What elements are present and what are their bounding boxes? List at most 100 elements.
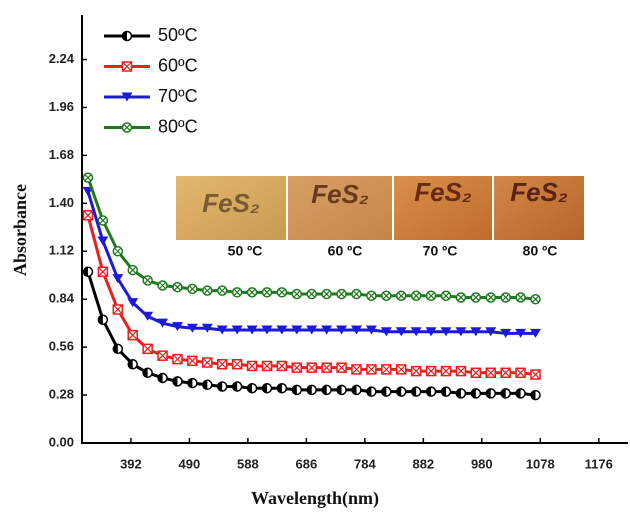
marker-shape bbox=[121, 92, 133, 102]
marker-shape bbox=[531, 390, 536, 400]
marker-shape bbox=[114, 247, 122, 255]
y-tick-label: 0.56 bbox=[49, 339, 74, 354]
marker-shape bbox=[410, 327, 422, 337]
marker bbox=[306, 325, 318, 335]
marker bbox=[366, 290, 377, 302]
marker-shape bbox=[291, 362, 302, 373]
marker bbox=[112, 343, 124, 355]
marker-shape bbox=[530, 369, 541, 380]
marker-shape bbox=[426, 366, 437, 377]
marker bbox=[530, 328, 542, 338]
marker-shape bbox=[159, 282, 166, 289]
marker-shape bbox=[187, 355, 198, 366]
photo bbox=[288, 176, 392, 240]
marker-shape bbox=[127, 330, 138, 341]
marker bbox=[246, 325, 258, 335]
marker-shape bbox=[455, 327, 467, 337]
marker-shape bbox=[470, 367, 481, 378]
legend-label: 50ºC bbox=[158, 25, 198, 45]
marker bbox=[351, 384, 362, 396]
marker bbox=[202, 285, 213, 296]
marker bbox=[351, 364, 362, 375]
marker-shape bbox=[142, 343, 153, 354]
y-tick-label: 0.84 bbox=[49, 291, 75, 306]
marker bbox=[157, 280, 168, 291]
marker bbox=[440, 290, 452, 302]
marker-shape bbox=[231, 325, 243, 335]
marker bbox=[515, 328, 527, 338]
marker bbox=[202, 379, 213, 391]
marker bbox=[291, 384, 303, 396]
marker-shape bbox=[308, 290, 316, 298]
marker bbox=[380, 327, 392, 337]
marker bbox=[97, 266, 109, 278]
marker bbox=[530, 389, 541, 401]
marker-shape bbox=[411, 366, 422, 377]
marker-shape bbox=[201, 323, 213, 333]
marker bbox=[121, 122, 133, 133]
marker bbox=[231, 381, 243, 392]
marker bbox=[395, 386, 407, 397]
marker bbox=[97, 236, 109, 246]
photo-label: 60 ºC bbox=[328, 243, 363, 259]
marker-shape bbox=[217, 359, 228, 370]
marker bbox=[351, 288, 362, 300]
marker-shape bbox=[411, 387, 417, 397]
marker bbox=[440, 386, 452, 397]
marker-shape bbox=[157, 350, 168, 361]
marker-shape bbox=[128, 359, 133, 369]
marker-shape bbox=[307, 385, 312, 395]
photo-text: FeS₂ bbox=[202, 188, 260, 218]
marker-shape bbox=[366, 364, 377, 375]
marker-shape bbox=[276, 361, 287, 371]
marker bbox=[261, 287, 273, 298]
marker-shape bbox=[172, 376, 178, 386]
marker-shape bbox=[323, 290, 331, 298]
photo-text: FeS₂ bbox=[311, 179, 369, 209]
photo-label: 70 ºC bbox=[423, 243, 458, 259]
marker-shape bbox=[218, 287, 226, 295]
marker-shape bbox=[122, 61, 132, 72]
marker bbox=[157, 372, 168, 384]
marker-shape bbox=[122, 31, 127, 41]
marker-shape bbox=[321, 325, 333, 335]
marker bbox=[440, 327, 452, 337]
marker bbox=[440, 365, 452, 377]
marker-shape bbox=[247, 383, 253, 393]
marker bbox=[321, 325, 333, 335]
marker bbox=[291, 325, 303, 335]
marker bbox=[172, 376, 183, 387]
marker bbox=[381, 290, 392, 302]
marker bbox=[112, 274, 124, 284]
marker bbox=[82, 266, 94, 278]
marker bbox=[127, 329, 138, 341]
y-tick-label: 0.28 bbox=[49, 387, 74, 402]
x-tick-label: 588 bbox=[237, 456, 259, 471]
x-tick-label: 1078 bbox=[526, 456, 555, 471]
marker-shape bbox=[292, 385, 297, 395]
marker bbox=[231, 325, 243, 335]
marker-shape bbox=[486, 388, 491, 398]
marker-shape bbox=[515, 367, 526, 378]
photo-text: FeS₂ bbox=[414, 177, 472, 207]
marker-shape bbox=[83, 267, 88, 277]
marker-shape bbox=[83, 210, 93, 221]
marker bbox=[306, 384, 317, 396]
marker-shape bbox=[532, 295, 539, 303]
marker-shape bbox=[246, 325, 258, 335]
y-tick-label: 0.00 bbox=[49, 434, 74, 449]
marker-shape bbox=[530, 328, 542, 338]
x-tick-label: 980 bbox=[471, 456, 493, 471]
marker-shape bbox=[97, 266, 108, 277]
marker bbox=[97, 215, 109, 226]
marker-shape bbox=[216, 325, 228, 335]
marker-shape bbox=[306, 362, 317, 373]
marker-shape bbox=[247, 361, 257, 371]
marker bbox=[485, 367, 497, 379]
marker bbox=[366, 364, 377, 375]
marker bbox=[395, 364, 407, 375]
marker bbox=[500, 328, 512, 338]
y-axis-title: Absorbance bbox=[10, 184, 30, 276]
marker bbox=[127, 298, 139, 308]
marker bbox=[321, 362, 332, 373]
